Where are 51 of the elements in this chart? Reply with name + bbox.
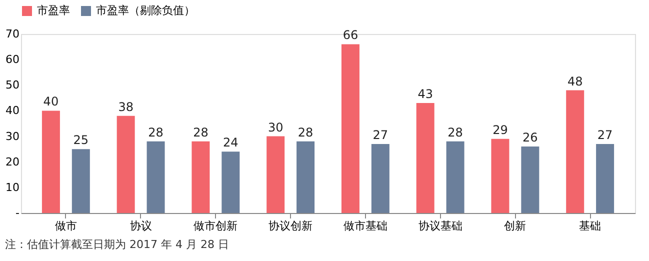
- bar: [42, 110, 60, 213]
- bar: [146, 141, 165, 213]
- bar: [341, 44, 360, 213]
- y-tick-label: 30: [6, 130, 20, 143]
- bar: [596, 144, 614, 213]
- data-label: 25: [73, 133, 89, 148]
- y-tick-label: 70: [6, 28, 20, 40]
- x-tick-label: 做市创新: [194, 220, 238, 232]
- data-label: 28: [298, 125, 314, 140]
- data-label: 43: [418, 87, 433, 102]
- bar: [416, 103, 434, 213]
- data-label: 27: [372, 128, 388, 142]
- y-tick-label: 20: [6, 155, 20, 168]
- data-label: 38: [118, 100, 134, 114]
- bar: [266, 136, 285, 213]
- x-tick-label: 创新: [504, 220, 526, 232]
- data-label: 24: [223, 136, 238, 150]
- data-label: 28: [448, 125, 463, 140]
- legend-label: 市盈率（剔除负值）: [96, 4, 195, 17]
- legend-label: 市盈率: [37, 4, 70, 17]
- bar: [566, 90, 584, 213]
- data-label: 40: [43, 94, 59, 109]
- data-label: 28: [193, 125, 208, 140]
- bar: [521, 146, 540, 213]
- data-label: 66: [342, 28, 358, 42]
- data-label: 28: [148, 125, 164, 140]
- bar: [491, 138, 510, 213]
- bar: [192, 141, 210, 213]
- x-tick-label: 做市基础: [343, 220, 388, 232]
- x-tick-label: 协议基础: [418, 220, 462, 232]
- bar: [222, 152, 240, 213]
- data-label: 48: [567, 74, 583, 88]
- y-tick-label: 10: [6, 180, 20, 194]
- bar: [116, 116, 135, 213]
- data-label: 26: [522, 130, 538, 145]
- data-label: 29: [492, 122, 508, 137]
- data-label: 30: [268, 120, 284, 134]
- bar: [446, 141, 464, 213]
- y-tick-label: -: [16, 206, 20, 220]
- x-tick-label: 做市: [54, 220, 77, 232]
- bar: [72, 149, 90, 213]
- y-tick-label: 50: [6, 78, 20, 92]
- data-label: 27: [597, 128, 613, 142]
- x-tick-label: 基础: [579, 220, 602, 232]
- y-tick-label: 60: [6, 53, 20, 66]
- x-tick-label: 协议: [130, 220, 152, 232]
- bar: [296, 141, 315, 213]
- bar: [371, 144, 390, 213]
- text: 注：估值计算截至日期为 2017 年 4 月 28 日: [5, 238, 229, 251]
- y-tick-label: 40: [6, 104, 20, 118]
- x-tick-label: 协议创新: [268, 220, 313, 232]
